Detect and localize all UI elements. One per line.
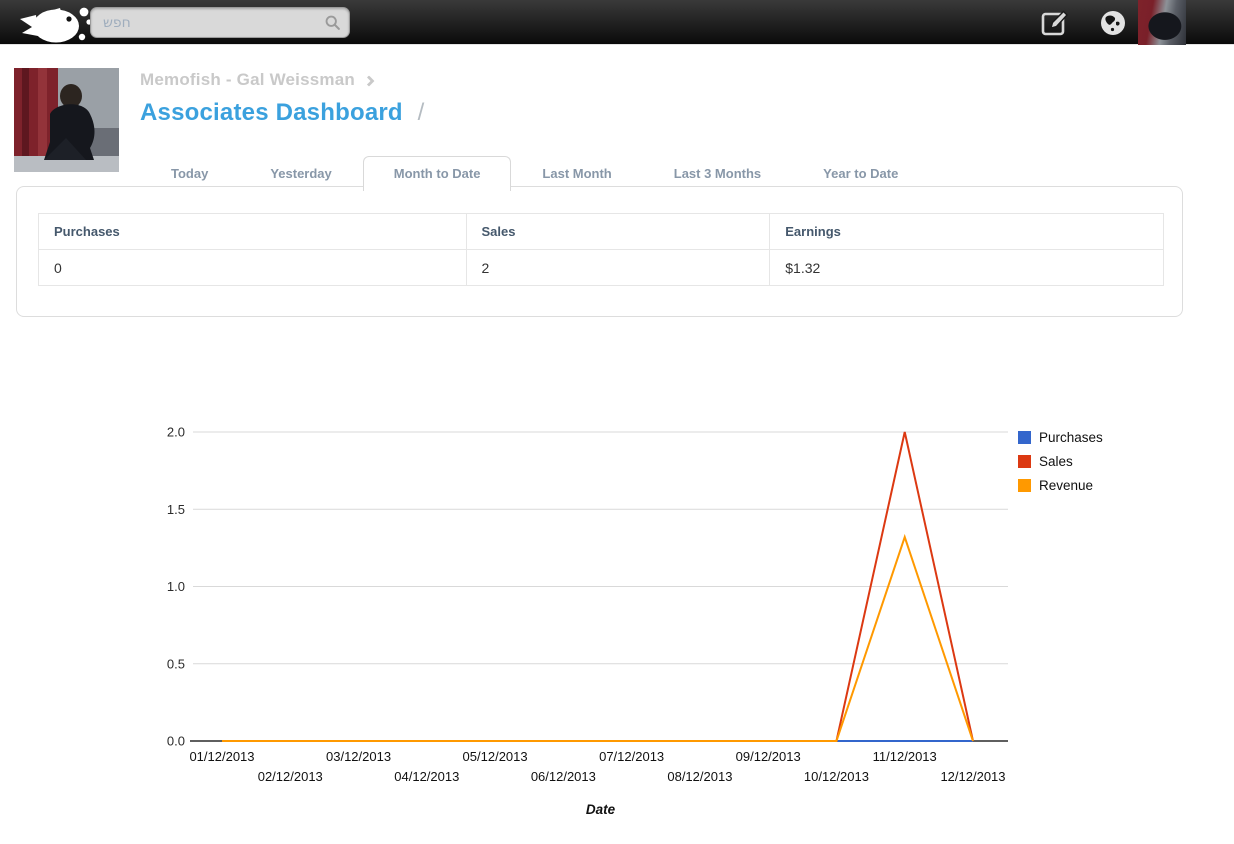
compose-icon[interactable]	[1040, 8, 1070, 38]
topbar	[0, 0, 1234, 45]
tab-year-to-date[interactable]: Year to Date	[823, 166, 899, 181]
tab-month-to-date[interactable]: Month to Date	[362, 156, 512, 191]
legend-label: Revenue	[1039, 478, 1094, 493]
page-title: Associates Dashboard	[140, 99, 403, 126]
tab-last-3-months[interactable]: Last 3 Months	[673, 166, 762, 181]
globe-icon[interactable]	[1098, 8, 1128, 38]
breadcrumb-link[interactable]: Memofish - Gal Weissman	[140, 70, 355, 89]
profile-photo	[14, 68, 119, 172]
fish-logo-icon[interactable]	[16, 3, 100, 43]
line-chart: 0.0 0.5 1.0 1.5 2.0 01/12/2013 02/12/201303/12…	[167, 425, 1008, 817]
x-axis-tick: 10/12/2013	[804, 769, 869, 784]
column-header: Earnings	[769, 213, 1164, 250]
summary-card: Purchases Sales Earnings 0 2 $1.32	[16, 186, 1183, 317]
page-title-row: Associates Dashboard /	[140, 99, 425, 127]
tab-yesterday[interactable]: Yesterday	[270, 166, 332, 181]
x-axis-tick: 02/12/2013	[258, 769, 323, 784]
y-axis-tick: 0.5	[167, 656, 185, 671]
x-axis-tick: 01/12/2013	[189, 749, 254, 764]
summary-value: 0	[38, 249, 467, 286]
column-header: Sales	[465, 213, 771, 250]
summary-table: Purchases Sales Earnings 0 2 $1.32	[38, 213, 1164, 286]
summary-value: $1.32	[769, 249, 1164, 286]
search-bar	[90, 7, 350, 38]
summary-value: 2	[465, 249, 771, 286]
legend-label: Sales	[1039, 454, 1073, 469]
legend-item: Sales	[1018, 454, 1103, 469]
date-range-tabs: Today Yesterday Month to Date Last Month Las…	[140, 156, 929, 191]
y-axis-tick: 1.5	[167, 502, 185, 517]
tab-today[interactable]: Today	[171, 166, 209, 181]
x-axis-tick: 03/12/2013	[326, 749, 391, 764]
legend-item: Revenue	[1018, 478, 1103, 493]
x-axis-tick: 05/12/2013	[463, 749, 528, 764]
legend-swatch-icon	[1018, 479, 1031, 492]
chevron-right-icon	[363, 74, 375, 87]
x-axis-tick: 07/12/2013	[599, 749, 664, 764]
legend-swatch-icon	[1018, 455, 1031, 468]
avatar[interactable]	[1138, 0, 1186, 45]
breadcrumb: Memofish - Gal Weissman	[140, 70, 375, 90]
search-input[interactable]	[90, 7, 350, 38]
legend-item: Purchases	[1018, 430, 1103, 445]
x-axis-tick: 12/12/2013	[940, 769, 1005, 784]
x-axis-tick: 08/12/2013	[667, 769, 732, 784]
y-axis-tick: 1.0	[167, 579, 185, 594]
chart-legend: Purchases Sales Revenue	[1018, 430, 1103, 503]
column-header: Purchases	[38, 213, 467, 250]
x-axis-tick: 06/12/2013	[531, 769, 596, 784]
x-axis-tick: 09/12/2013	[736, 749, 801, 764]
legend-swatch-icon	[1018, 431, 1031, 444]
y-axis-tick: 0.0	[167, 734, 185, 749]
x-axis-title: Date	[586, 802, 616, 817]
x-axis-tick: 04/12/2013	[394, 769, 459, 784]
x-axis-tick: 11/12/2013	[873, 749, 937, 764]
series-line-revenue	[222, 533, 974, 742]
y-axis-tick: 2.0	[167, 425, 185, 440]
legend-label: Purchases	[1039, 430, 1103, 445]
tab-last-month[interactable]: Last Month	[542, 166, 612, 181]
page-title-slash: /	[417, 99, 425, 126]
